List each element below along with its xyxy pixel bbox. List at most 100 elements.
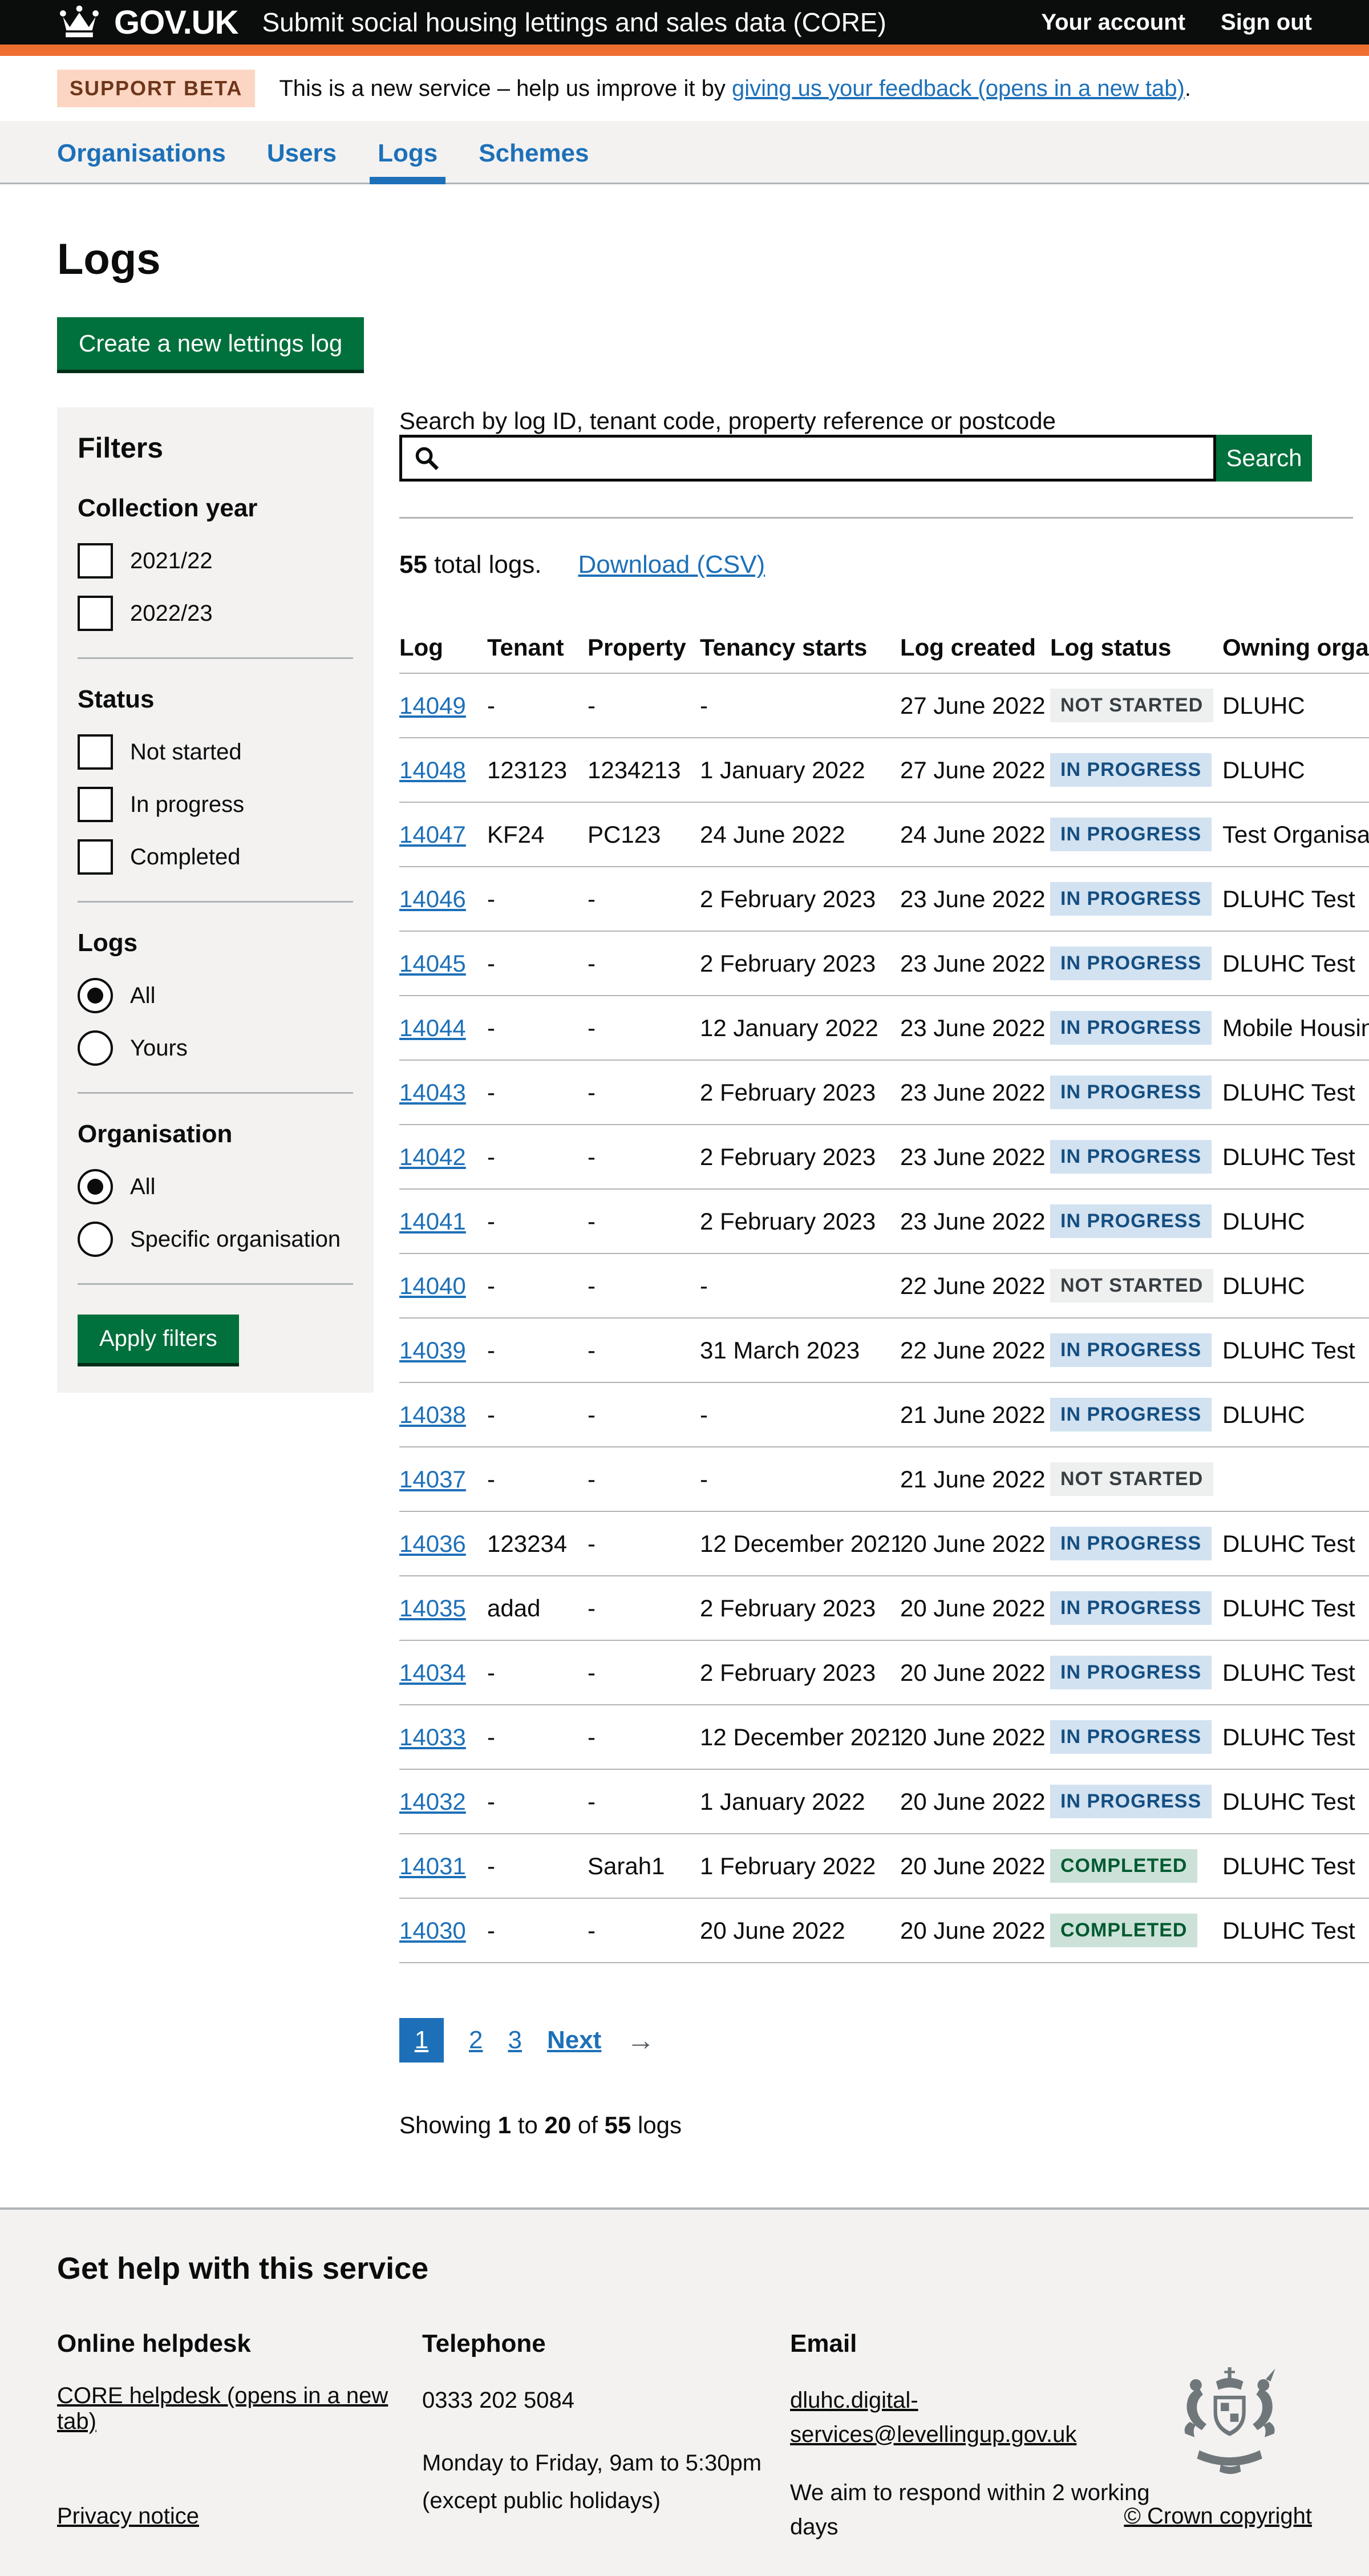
filter-option-label: 2022/23	[130, 600, 213, 626]
table-row: 14048 123123 1234213 1 January 2022 27 J…	[399, 738, 1369, 803]
filters-panel: Filters Collection year 2021/22 2022/23 …	[57, 407, 374, 1393]
log-created-cell: 20 June 2022	[900, 1705, 1050, 1770]
log-id-link[interactable]: 14034	[399, 1659, 466, 1686]
govuk-logo-link[interactable]: GOV.UK	[57, 3, 238, 42]
status-badge: IN PROGRESS	[1050, 1140, 1212, 1174]
crown-copyright-link[interactable]: © Crown copyright	[1124, 2504, 1312, 2529]
log-id-link[interactable]: 14044	[399, 1014, 466, 1041]
log-id-link[interactable]: 14035	[399, 1594, 466, 1621]
log-id-link[interactable]: 14047	[399, 820, 466, 848]
table-row: 14039 - - 31 March 2023 22 June 2022 IN …	[399, 1318, 1369, 1383]
log-id-link[interactable]: 14046	[399, 885, 466, 912]
tenant-cell: -	[487, 996, 588, 1061]
radio-control[interactable]	[78, 1030, 113, 1066]
status-badge: IN PROGRESS	[1050, 882, 1212, 916]
filter-option[interactable]: All	[78, 978, 353, 1013]
pagination-next-link[interactable]: Next	[546, 2026, 602, 2054]
status-badge: IN PROGRESS	[1050, 1204, 1212, 1238]
download-csv-link[interactable]: Download (CSV)	[578, 551, 765, 579]
tenant-cell: adad	[487, 1576, 588, 1641]
log-id-link[interactable]: 14037	[399, 1465, 466, 1493]
filter-option[interactable]: Completed	[78, 839, 353, 875]
checkbox-control[interactable]	[78, 839, 113, 875]
pagination-page-link[interactable]: 3	[508, 2026, 522, 2054]
create-lettings-log-button[interactable]: Create a new lettings log	[57, 317, 364, 370]
log-id-link[interactable]: 14032	[399, 1788, 466, 1815]
log-id-link[interactable]: 14043	[399, 1078, 466, 1106]
table-row: 14043 - - 2 February 2023 23 June 2022 I…	[399, 1060, 1369, 1125]
pagination-page-link[interactable]: 2	[469, 2026, 483, 2054]
log-created-cell: 23 June 2022	[900, 867, 1050, 932]
table-row: 14030 - - 20 June 2022 20 June 2022 COMP…	[399, 1898, 1369, 1963]
filter-option[interactable]: All	[78, 1169, 353, 1204]
log-created-cell: 23 June 2022	[900, 996, 1050, 1061]
checkbox-control[interactable]	[78, 596, 113, 631]
email-link[interactable]: dluhc.digital-services@levellingup.gov.u…	[790, 2388, 1077, 2447]
log-id-link[interactable]: 14041	[399, 1207, 466, 1235]
core-helpdesk-link[interactable]: CORE helpdesk (opens in a new tab)	[57, 2383, 388, 2434]
nav-tab-label: Users	[266, 139, 337, 167]
filter-option-label: Yours	[130, 1035, 188, 1061]
beta-text-before: This is a new service – help us improve …	[279, 75, 732, 101]
property-cell: -	[588, 1511, 700, 1576]
search-input[interactable]	[399, 435, 1216, 482]
owning-organisation-cell: Test Organisation	[1222, 802, 1369, 867]
tenancy-starts-cell: 2 February 2023	[700, 1060, 900, 1125]
privacy-notice-link[interactable]: Privacy notice	[57, 2504, 199, 2529]
log-id-link[interactable]: 14042	[399, 1143, 466, 1170]
apply-filters-button[interactable]: Apply filters	[78, 1315, 239, 1363]
beta-text-after: .	[1184, 75, 1191, 101]
nav-tab[interactable]: Schemes	[479, 121, 589, 183]
page-title: Logs	[57, 235, 161, 284]
filter-option[interactable]: Yours	[78, 1030, 353, 1066]
log-created-cell: 27 June 2022	[900, 673, 1050, 738]
checkbox-control[interactable]	[78, 734, 113, 770]
filter-divider	[78, 901, 353, 903]
filter-option[interactable]: In progress	[78, 787, 353, 822]
filter-group-legend: Status	[78, 685, 155, 713]
checkbox-control[interactable]	[78, 543, 113, 579]
log-id-link[interactable]: 14038	[399, 1401, 466, 1428]
owning-organisation-cell: DLUHC	[1222, 1253, 1369, 1319]
log-id-link[interactable]: 14049	[399, 691, 466, 719]
search-button[interactable]: Search	[1216, 435, 1312, 482]
radio-control[interactable]	[78, 1222, 113, 1257]
property-cell: -	[588, 1769, 700, 1834]
owning-organisation-cell: DLUHC Test	[1222, 1318, 1369, 1383]
filter-group-legend: Organisation	[78, 1120, 233, 1148]
log-id-link[interactable]: 14040	[399, 1272, 466, 1299]
filter-option[interactable]: 2022/23	[78, 596, 353, 631]
sign-out-link[interactable]: Sign out	[1221, 9, 1312, 35]
filter-option[interactable]: Specific organisation	[78, 1222, 353, 1257]
radio-control[interactable]	[78, 978, 113, 1013]
filter-option[interactable]: 2021/22	[78, 543, 353, 579]
your-account-link[interactable]: Your account	[1041, 9, 1186, 35]
showing-suffix: logs	[631, 2112, 682, 2138]
footer-email-column: Email dluhc.digital-services@levellingup…	[790, 2330, 1178, 2554]
filter-option-label: Not started	[130, 739, 242, 765]
feedback-link[interactable]: giving us your feedback (opens in a new …	[732, 75, 1185, 101]
log-id-link[interactable]: 14036	[399, 1530, 466, 1557]
log-id-link[interactable]: 14031	[399, 1852, 466, 1879]
nav-tab[interactable]: Logs	[370, 121, 446, 184]
table-row: 14044 - - 12 January 2022 23 June 2022 I…	[399, 996, 1369, 1061]
service-name-link[interactable]: Submit social housing lettings and sales…	[262, 7, 886, 37]
pagination-page-link[interactable]: 1	[399, 2018, 444, 2063]
radio-control[interactable]	[78, 1169, 113, 1204]
tenancy-starts-cell: -	[700, 1382, 900, 1447]
checkbox-control[interactable]	[78, 787, 113, 822]
log-id-link[interactable]: 14045	[399, 949, 466, 977]
nav-tab[interactable]: Organisations	[57, 121, 226, 183]
log-id-link[interactable]: 14039	[399, 1336, 466, 1364]
footer-telephone-column: Telephone 0333 202 5084 Monday to Friday…	[422, 2330, 790, 2554]
property-cell: -	[588, 1705, 700, 1770]
nav-tab[interactable]: Users	[267, 121, 337, 183]
results-count-suffix: total logs.	[427, 551, 542, 579]
filter-option[interactable]: Not started	[78, 734, 353, 770]
log-id-link[interactable]: 14048	[399, 756, 466, 783]
tenancy-starts-cell: 2 February 2023	[700, 1189, 900, 1254]
log-id-link[interactable]: 14030	[399, 1916, 466, 1944]
filter-divider	[78, 1283, 353, 1285]
log-id-link[interactable]: 14033	[399, 1723, 466, 1750]
property-cell: -	[588, 1125, 700, 1190]
